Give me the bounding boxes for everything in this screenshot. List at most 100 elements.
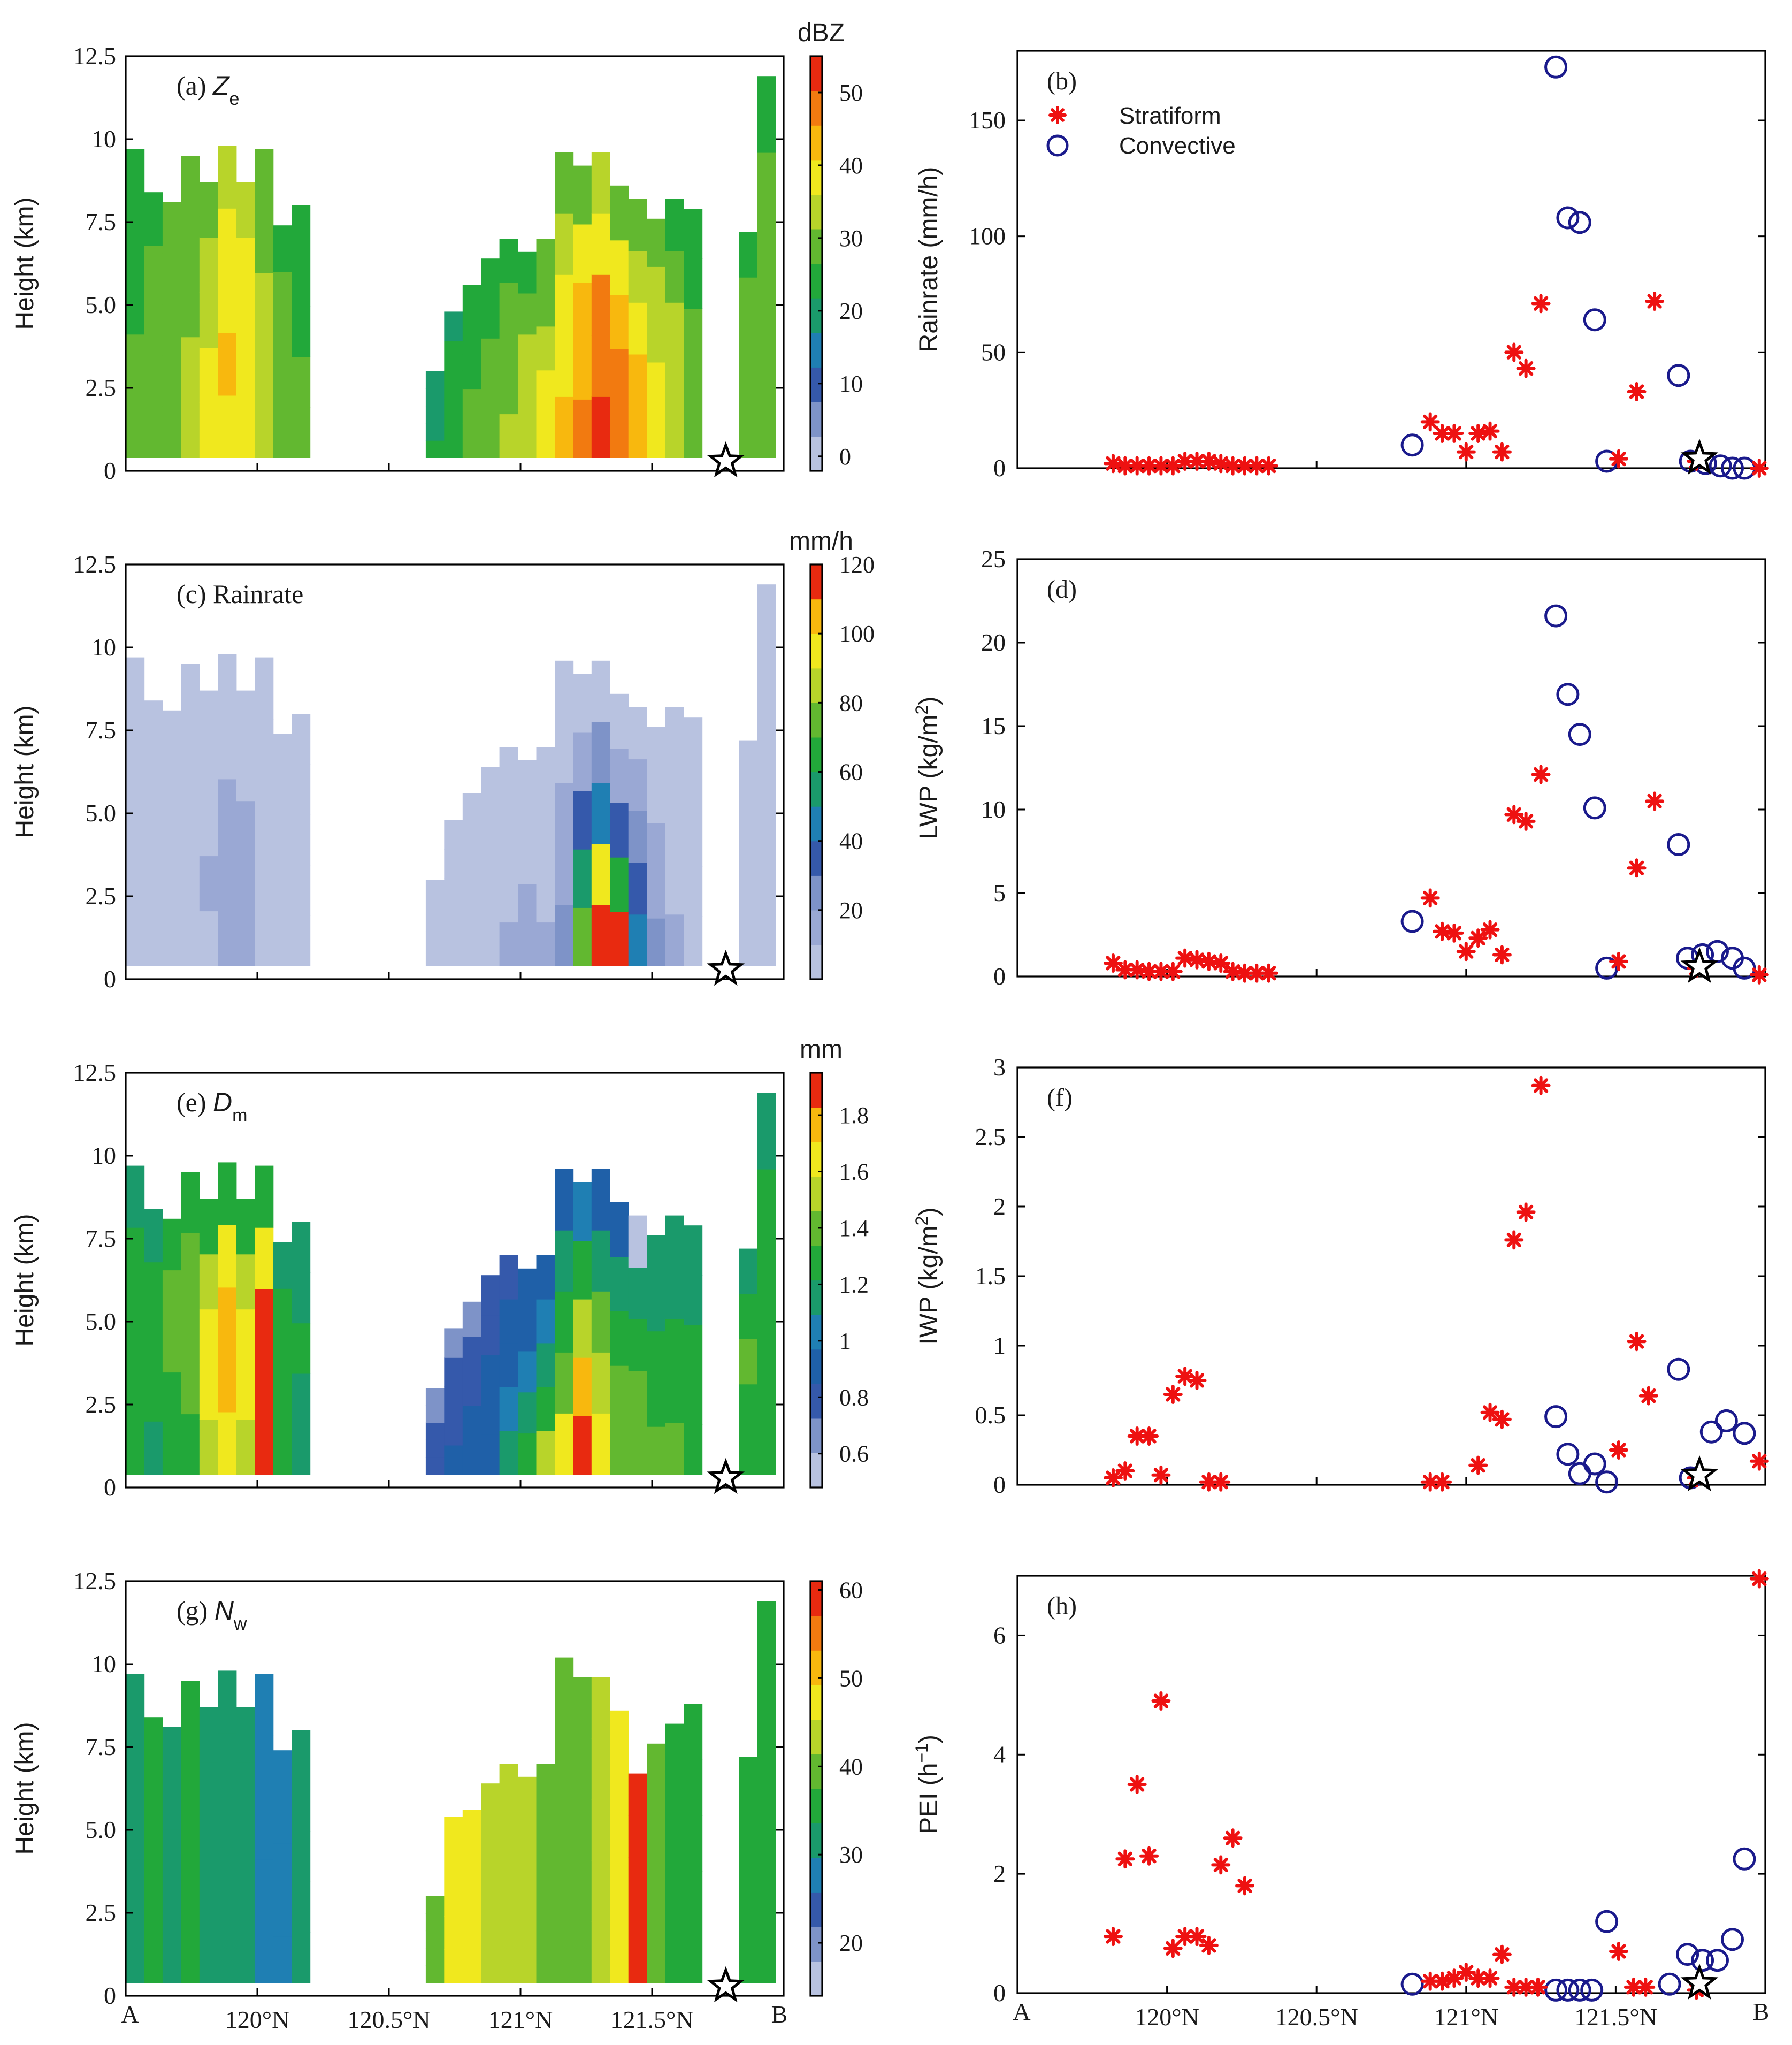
profile-cell xyxy=(126,1735,145,1798)
colorbar-segment xyxy=(810,1753,822,1789)
profile-cell xyxy=(425,1422,445,1440)
profile-cell xyxy=(647,775,666,823)
profile-cell xyxy=(591,1677,610,1739)
profile-cell xyxy=(647,1743,666,1792)
y-tick-label: 0 xyxy=(993,1979,1006,2006)
stratiform-point xyxy=(1609,449,1628,469)
asterisk-stroke xyxy=(1237,459,1252,474)
asterisk-stroke xyxy=(1495,947,1510,963)
profile-cell xyxy=(462,897,481,932)
profile-cell xyxy=(573,732,592,791)
convective-point xyxy=(1709,454,1732,478)
convective-point xyxy=(1568,1462,1591,1485)
colorbar-tick-label: 40 xyxy=(839,828,863,854)
colorbar-segment xyxy=(810,298,822,333)
asterisk-stroke xyxy=(1142,459,1157,474)
profile-cell xyxy=(739,232,758,278)
profile-cell xyxy=(236,1364,255,1420)
y-tick-label: 5 xyxy=(993,879,1006,906)
stratiform-point xyxy=(1638,1386,1658,1406)
profile-cell xyxy=(126,842,145,905)
profile-cell xyxy=(255,334,274,396)
profile-cell xyxy=(199,745,218,802)
profile-cell xyxy=(757,1169,776,1246)
asterisk-stroke xyxy=(1495,1412,1510,1427)
profile-cell xyxy=(536,1299,555,1344)
profile-cell xyxy=(444,849,463,879)
profile-cell xyxy=(555,721,574,783)
asterisk-stroke xyxy=(1647,294,1662,309)
panel-g-nw-profile: 0 2.5 5.0 7.5 10 12.5 120°N 120.5°N 121°N 121.5°N… xyxy=(11,1567,863,2033)
profile-cell xyxy=(481,1863,500,1904)
convective-point xyxy=(1556,683,1580,706)
profile-cell xyxy=(236,1817,255,1873)
asterisk-stroke xyxy=(1435,426,1450,441)
profile-cell xyxy=(518,416,537,458)
profile-cell xyxy=(573,1860,592,1922)
y-tick-label: 2.5 xyxy=(86,374,117,401)
asterisk-stroke xyxy=(1106,1470,1121,1485)
colorbar-segment xyxy=(810,772,822,807)
y-tick-label: 0 xyxy=(104,1982,116,2009)
profile-cell xyxy=(573,1182,592,1241)
profile-cell xyxy=(684,1424,703,1475)
profile-cell xyxy=(518,1818,537,1860)
asterisk-stroke xyxy=(1459,445,1474,460)
profile-cell xyxy=(647,870,666,919)
profile-cell xyxy=(126,657,145,720)
profile-cell xyxy=(610,1765,629,1820)
profile-cell xyxy=(144,192,163,246)
stratiform-point xyxy=(1103,454,1123,474)
location-star xyxy=(707,1458,745,1494)
stratiform-point xyxy=(1048,106,1067,124)
profile-cell xyxy=(684,258,703,309)
profile-cell xyxy=(462,354,481,390)
asterisk-stroke xyxy=(1177,454,1192,469)
colorbar-tick-label: 80 xyxy=(839,690,863,716)
asterisk-stroke xyxy=(1106,956,1121,971)
profile-cell xyxy=(555,1352,574,1414)
profile-cell xyxy=(610,1311,629,1366)
profile-cell xyxy=(684,717,703,767)
asterisk-stroke xyxy=(1166,964,1181,979)
profile-cell xyxy=(573,849,592,908)
profile-cell xyxy=(273,1428,292,1475)
profile-cell xyxy=(144,405,163,458)
profile-cell xyxy=(444,936,463,966)
profile-cell xyxy=(144,351,163,405)
colorbar-unit: mm/h xyxy=(789,527,853,555)
stratiform-point xyxy=(1235,1876,1254,1896)
colorbar-segment xyxy=(810,159,822,195)
profile-cell xyxy=(218,1858,237,1921)
convective-point xyxy=(1706,1949,1729,1972)
profile-cell xyxy=(425,371,445,389)
x-tick-label: 121.5°N xyxy=(1574,2003,1657,2031)
profile-cell xyxy=(199,1927,218,1983)
colorbar-tick-label: 50 xyxy=(839,1665,863,1691)
stratiform-point xyxy=(1211,1855,1231,1875)
stratiform-point xyxy=(1645,791,1665,811)
profile-cell xyxy=(739,412,758,458)
profile-cell xyxy=(573,399,592,458)
asterisk-stroke xyxy=(1446,1971,1462,1986)
profile-cell xyxy=(199,1254,218,1310)
y-axis-label: Height (km) xyxy=(11,1214,39,1346)
profile-cell xyxy=(610,240,629,295)
profile-cell xyxy=(536,1386,555,1431)
profile-cell xyxy=(665,354,684,407)
stratiform-point xyxy=(1187,1927,1207,1947)
profile-cell xyxy=(462,1913,481,1949)
profile-cell xyxy=(181,1414,200,1475)
profile-cell xyxy=(591,721,610,783)
profile-cell xyxy=(462,285,481,321)
profile-cell xyxy=(757,1677,776,1754)
profile-cell xyxy=(591,1921,610,1983)
colorbar-segment xyxy=(810,1788,822,1823)
profile-cell xyxy=(628,1941,647,1983)
profile-cell xyxy=(499,790,518,835)
profile-cell xyxy=(684,817,703,867)
profile-cell xyxy=(292,764,311,815)
stratiform-point xyxy=(1175,948,1195,968)
profile-cell xyxy=(236,1762,255,1818)
convective-point xyxy=(1733,1847,1756,1871)
